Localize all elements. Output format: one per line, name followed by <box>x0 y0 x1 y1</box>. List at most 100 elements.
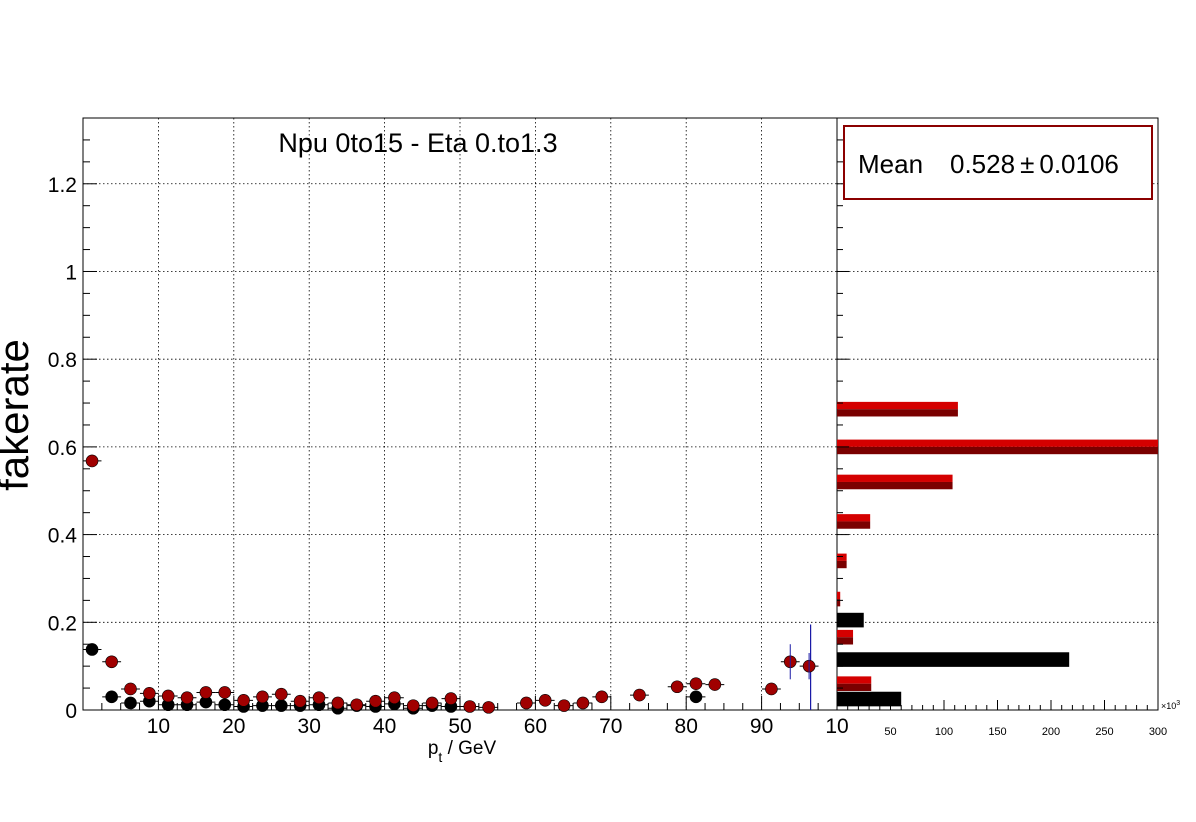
red-projection-bar-shade <box>837 521 871 529</box>
red-data-point <box>538 694 552 707</box>
red-data-point <box>708 678 722 691</box>
projection-x-tick-label: 200 <box>1042 726 1060 738</box>
projection-axis-ticks: 50 100 150 200 250 300 <box>837 139 1167 738</box>
red-data-point <box>256 690 269 704</box>
red-data-point <box>482 701 495 714</box>
red-data-point <box>689 677 703 690</box>
x-tick-label: 30 <box>298 715 321 738</box>
black-data-point <box>275 699 288 712</box>
x-tick-label: 50 <box>448 715 471 738</box>
red-projection-bar-shade <box>837 446 1158 455</box>
x-axis-label-unit: / GeV <box>442 738 496 759</box>
x-tick-label: 60 <box>524 715 547 738</box>
red-data-point <box>388 691 401 705</box>
black-data-point <box>85 643 99 656</box>
y-axis-label: fakerate <box>0 339 37 491</box>
projection-axis-exponent-base: ×10 <box>1161 701 1176 711</box>
stats-mean-error: 0.0106 <box>1039 149 1119 179</box>
black-data-point <box>105 690 118 704</box>
red-data-point <box>180 691 194 705</box>
red-data-point <box>595 690 609 704</box>
x-axis-label-subscript: t <box>438 749 442 765</box>
red-data-point <box>520 696 533 710</box>
y-tick-label: 0.6 <box>48 437 77 460</box>
x-tick-label: 10 <box>825 715 848 738</box>
red-data-point <box>124 682 137 696</box>
red-data-point <box>350 698 364 712</box>
stats-mean-value: 0.528 ±0.0106 <box>950 149 1119 179</box>
y-tick-label: 0.4 <box>48 525 78 548</box>
stats-box: Mean 0.528 ±0.0106 <box>843 125 1153 200</box>
red-projection-bar <box>837 514 871 522</box>
red-data-point <box>425 696 439 710</box>
black-data-point <box>218 698 232 712</box>
red-data-point <box>199 686 213 699</box>
red-data-point <box>765 682 778 696</box>
red-data-point <box>670 680 684 694</box>
stats-mean-number: 0.528 <box>950 149 1015 179</box>
red-data-point <box>293 694 307 708</box>
projection-panel: 50 100 150 200 250 300 <box>836 117 1167 738</box>
red-projection-bar <box>837 553 847 561</box>
plot-title: Npu 0to15 - Eta 0.to1.3 <box>278 128 557 158</box>
y-tick-label: 0.2 <box>48 612 77 635</box>
x-tick-label: 70 <box>599 715 622 738</box>
x-tick-label: 20 <box>222 715 245 738</box>
stats-mean-label: Mean <box>858 149 923 179</box>
red-projection-bar-shade <box>837 560 847 569</box>
red-data-point <box>161 689 175 703</box>
red-projection-bar <box>837 629 854 638</box>
red-data-point <box>143 687 156 700</box>
stats-plus-minus: ± <box>1020 149 1034 179</box>
projection-bars <box>837 401 1158 707</box>
projection-x-tick-label: 100 <box>935 726 953 738</box>
red-data-point <box>557 699 571 712</box>
projection-x-tick-label: 250 <box>1095 726 1113 738</box>
main-plot-panel: 0 0.2 0.4 0.6 0.8 1 1.2 10 20 30 40 50 60 70 80 90 10 <box>48 117 849 738</box>
red-data-point <box>275 687 288 701</box>
red-projection-bar-shade <box>837 481 953 490</box>
red-data-point <box>463 700 477 713</box>
red-projection-bar <box>837 474 953 482</box>
y-tick-label: 0 <box>65 700 77 723</box>
red-projection-bar-shade <box>837 683 872 691</box>
black-data-point <box>124 696 137 710</box>
stats-box-border <box>843 125 1153 200</box>
red-data-point <box>369 694 382 708</box>
x-tick-label: 90 <box>750 715 773 738</box>
red-projection-bar <box>837 401 958 410</box>
red-data-point <box>406 699 420 712</box>
red-projection-bar-shade <box>837 409 958 417</box>
red-data-point <box>105 655 118 669</box>
red-data-point <box>331 696 345 710</box>
red-data-point <box>85 454 99 468</box>
x-axis-label: pt / GeV <box>428 738 497 765</box>
red-projection-bar <box>837 439 1158 447</box>
y-tick-label: 0.8 <box>48 349 77 372</box>
red-data-point <box>633 688 646 702</box>
black-data-point <box>689 690 703 704</box>
main-axis-ticks: 0 0.2 0.4 0.6 0.8 1 1.2 10 20 30 40 50 60 70 80 90 10 <box>48 139 849 738</box>
main-data-points <box>82 454 819 715</box>
projection-x-tick-label: 50 <box>884 726 896 738</box>
black-projection-bar <box>837 691 902 707</box>
red-projection-bar-shade <box>837 599 841 607</box>
y-tick-label: 1.2 <box>48 174 77 197</box>
y-tick-label: 1 <box>65 261 77 284</box>
red-data-point <box>218 686 232 699</box>
x-tick-label: 10 <box>147 715 170 738</box>
projection-x-tick-label: 300 <box>1149 726 1167 738</box>
red-data-point <box>312 691 326 705</box>
projection-x-tick-label: 150 <box>988 726 1006 738</box>
red-projection-bar-shade <box>837 637 854 645</box>
black-projection-bar <box>837 612 864 628</box>
x-axis-label-main: p <box>428 738 439 759</box>
main-grid <box>83 118 837 710</box>
red-data-point <box>576 696 590 710</box>
red-data-point <box>444 692 458 705</box>
red-projection-bar <box>837 591 841 600</box>
x-tick-label: 40 <box>373 715 396 738</box>
x-tick-label: 80 <box>675 715 698 738</box>
black-projection-bar <box>837 652 1070 667</box>
